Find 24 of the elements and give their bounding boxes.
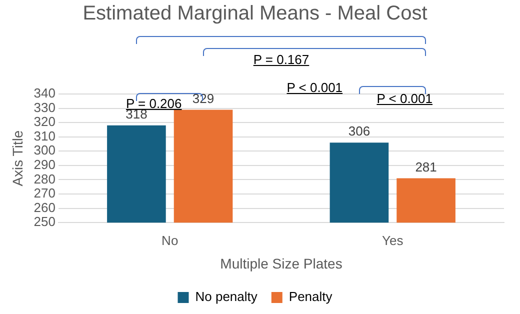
annotation: P < 0.001: [286, 80, 344, 95]
y-axis-title: Axis Title: [9, 130, 26, 186]
y-tick-label: 270: [34, 186, 56, 201]
y-tick-label: 250: [34, 214, 56, 230]
x-tick-label: No: [162, 232, 178, 248]
chart-title: Estimated Marginal Means - Meal Cost: [82, 2, 428, 25]
legend-label: No penalty: [195, 289, 258, 304]
y-tick-label: 340: [34, 86, 56, 101]
x-tick-label: Yes: [382, 232, 404, 248]
y-tick-label: 260: [34, 200, 56, 215]
data-label: 318: [126, 106, 148, 122]
y-tick-label: 320: [34, 114, 56, 130]
y-tick-label: 330: [34, 100, 56, 115]
data-label: 281: [415, 159, 437, 174]
text: P = 0.167: [252, 52, 310, 67]
data-label: 329: [192, 90, 214, 106]
y-tick-label: 280: [34, 171, 56, 186]
data-label: 306: [348, 124, 370, 139]
y-tick-label: 310: [34, 128, 56, 144]
y-tick-label: 290: [34, 157, 56, 172]
x-axis-title: Multiple Size Plates: [220, 255, 342, 272]
annotation: P < 0.001: [376, 91, 434, 106]
y-tick-label: 300: [34, 142, 56, 158]
legend-label: Penalty: [288, 289, 333, 304]
